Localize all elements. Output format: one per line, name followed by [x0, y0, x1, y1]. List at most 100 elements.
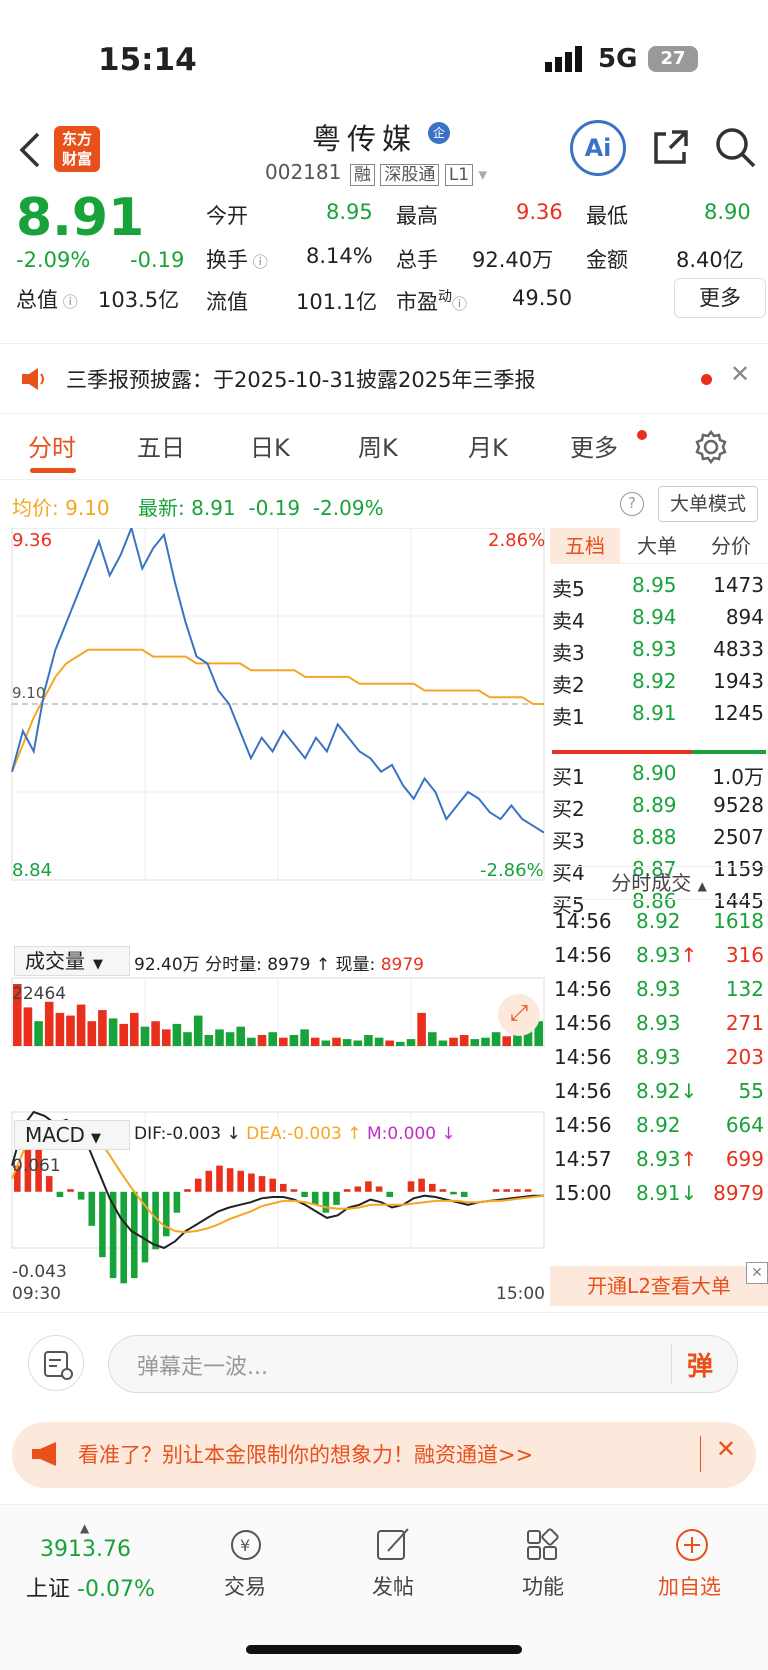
- bottom-toolbar: ▲ 3913.76 上证 -0.07% ¥ 交易 发帖 功能 加自选: [0, 1504, 768, 1670]
- open-value: 8.95: [326, 200, 373, 224]
- tick-row: 14:56 8.93 132: [550, 974, 768, 1006]
- add-icon[interactable]: [674, 1527, 714, 1567]
- danmaku-input[interactable]: 弹幕走一波...: [137, 1355, 268, 1380]
- clock: 15:14: [98, 42, 197, 78]
- macd-bar: [354, 1186, 362, 1192]
- volume-bar: [66, 1015, 75, 1046]
- open-l2-link[interactable]: 开通L2查看大单: [550, 1266, 768, 1306]
- macd-bar: [14, 1165, 21, 1192]
- bid-label: 买2: [552, 797, 585, 821]
- ticks-header[interactable]: 分时成交 ▲: [550, 866, 768, 900]
- tab-monthly-k[interactable]: 月K: [468, 434, 508, 462]
- chevron-down-icon[interactable]: ▾: [478, 165, 488, 185]
- tick-price: 8.92↓: [636, 1079, 698, 1103]
- danmaku-input-box[interactable]: 弹幕走一波... 弹: [108, 1335, 738, 1393]
- ask-label: 卖2: [552, 673, 585, 697]
- macd-bar: [216, 1165, 223, 1192]
- app-logo[interactable]: 东方 财富: [54, 126, 100, 172]
- tab-price-dist[interactable]: 分价: [711, 534, 751, 558]
- tab-five-day[interactable]: 五日: [137, 434, 185, 462]
- tick-volume: 55: [738, 1079, 764, 1103]
- tick-price: 8.92: [636, 909, 681, 933]
- bid-row: 买1 8.90 1.0万: [550, 758, 768, 790]
- macd-bar: [258, 1176, 266, 1192]
- ask-price: 8.93: [632, 637, 677, 661]
- volume-bar: [438, 1040, 448, 1046]
- gear-icon[interactable]: [694, 429, 728, 468]
- tab-daily-k[interactable]: 日K: [250, 434, 290, 462]
- x-axis-end: 15:00: [496, 1284, 545, 1304]
- ai-button[interactable]: Ai: [570, 120, 626, 176]
- ask-label: 卖5: [552, 577, 585, 601]
- apps-icon[interactable]: [524, 1527, 564, 1567]
- add-watchlist-button[interactable]: 加自选: [658, 1575, 721, 1599]
- macd-bar: [248, 1173, 255, 1192]
- volume-bar: [108, 1018, 118, 1046]
- tab-more[interactable]: 更多: [570, 434, 618, 462]
- share-icon[interactable]: [650, 126, 692, 172]
- help-icon[interactable]: ?: [620, 492, 644, 516]
- tick-row: 15:00 8.91↓ 8979: [550, 1178, 768, 1210]
- close-icon[interactable]: ✕: [716, 1435, 737, 1463]
- functions-button[interactable]: 功能: [522, 1575, 564, 1599]
- intraday-chart[interactable]: [0, 524, 548, 1308]
- macd-bar: [450, 1191, 457, 1195]
- danmaku-send-button[interactable]: 弹: [687, 1352, 714, 1382]
- financing-ad-banner[interactable]: 看准了？别让本金限制你的想象力！融资通道>> ✕: [12, 1422, 756, 1488]
- tick-volume: 271: [725, 1011, 764, 1035]
- volume-bar: [342, 1039, 352, 1046]
- trade-icon[interactable]: ¥: [226, 1527, 266, 1567]
- expand-icon[interactable]: ⤢: [498, 994, 540, 1036]
- volume-bar: [406, 1039, 416, 1046]
- search-icon[interactable]: [714, 126, 758, 174]
- info-icon: ⓘ: [452, 295, 468, 313]
- macd-bar: [418, 1178, 425, 1192]
- trade-button[interactable]: 交易: [224, 1575, 266, 1599]
- chevron-down-icon: ▼: [90, 1131, 101, 1146]
- macd-bar: [269, 1178, 276, 1192]
- index-value[interactable]: 3913.76: [40, 1537, 131, 1562]
- tick-time: 14:56: [554, 1079, 612, 1103]
- macd-bar: [439, 1189, 447, 1192]
- open-label: 今开: [206, 204, 248, 228]
- quote-panel: 8.91 -2.09% -0.19 总值 ⓘ 103.5亿 今开 8.95 最高…: [0, 188, 768, 344]
- post-icon[interactable]: [374, 1527, 414, 1567]
- macd-bar: [141, 1191, 149, 1263]
- close-icon[interactable]: ✕: [730, 360, 751, 388]
- volume-bar: [491, 1032, 501, 1046]
- volume-indicator-select[interactable]: 成交量 ▼: [14, 946, 130, 976]
- macd-bar: [131, 1191, 138, 1279]
- tick-time: 14:56: [554, 1045, 612, 1069]
- back-icon[interactable]: [16, 130, 44, 174]
- announcement-bar[interactable]: 三季报预披露：于2025-10-31披露2025年三季报 ✕: [0, 344, 768, 414]
- index-quote[interactable]: 上证 -0.07%: [26, 1577, 155, 1602]
- tick-time: 14:56: [554, 1011, 612, 1035]
- bid-bar: [692, 750, 766, 754]
- volume-bar: [470, 1039, 480, 1046]
- intraday-chart-area[interactable]: 9.36 2.86% 8.84 -2.86% 9.10 成交量 ▼ 92.40万 …: [0, 524, 548, 1308]
- danmaku-settings-icon[interactable]: [28, 1335, 84, 1391]
- low-label: 最低: [586, 204, 628, 228]
- volume-ymax: 22464: [12, 984, 67, 1004]
- tick-row: 14:56 8.92 664: [550, 1110, 768, 1142]
- macd-bar: [184, 1189, 191, 1192]
- ask-label: 卖1: [552, 705, 585, 729]
- bid-row: 买2 8.89 9528: [550, 790, 768, 822]
- more-button[interactable]: 更多: [674, 278, 766, 318]
- tab-weekly-k[interactable]: 周K: [358, 434, 398, 462]
- volume-bar: [257, 1035, 267, 1046]
- network-label: 5G: [598, 44, 638, 74]
- macd-indicator-select[interactable]: MACD ▼: [14, 1120, 130, 1150]
- speaker-icon: [20, 366, 48, 396]
- close-icon[interactable]: ✕: [746, 1262, 768, 1284]
- tab-big-order[interactable]: 大单: [637, 534, 677, 558]
- volume-bar: [300, 1029, 309, 1046]
- ask-row: 卖1 8.91 1245: [550, 698, 768, 730]
- big-order-mode-button[interactable]: 大单模式: [658, 486, 758, 522]
- post-button[interactable]: 发帖: [372, 1575, 414, 1599]
- volume-bar: [374, 1037, 384, 1046]
- tab-five-level[interactable]: 五档: [550, 528, 620, 564]
- tab-intraday[interactable]: 分时: [28, 434, 76, 462]
- latest-quote: 最新: 8.91 -0.19 -2.09%: [138, 496, 384, 520]
- tick-row: 14:57 8.93↑ 699: [550, 1144, 768, 1176]
